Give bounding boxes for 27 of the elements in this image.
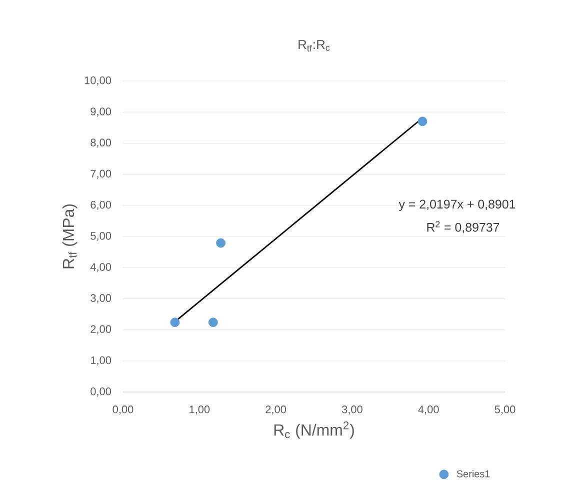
x-tick-label: 2,00 (266, 406, 286, 415)
chart-title: R$_{tf}$:R$_{c}$ (298, 40, 330, 52)
x-tick-label: 1,00 (190, 406, 210, 415)
y-tick-label: 8,00 (90, 138, 112, 148)
y-tick-label: 4,00 (90, 263, 112, 272)
y-tick-label: 10,00 (84, 76, 112, 86)
x-axis-title: R$_{c}$ (N/mm$^{2}$) (274, 421, 354, 439)
y-tick-label: 3,00 (90, 294, 112, 304)
point (418, 116, 428, 126)
annotation: R$^{2}$ = 0,89737 (427, 221, 500, 234)
x-tick-label: 5,00 (494, 406, 516, 415)
y-axis-title: R$_{tf}$ (MPa) (62, 204, 78, 268)
legend-label: Series1 (456, 470, 490, 478)
y-tick-label: 5,00 (90, 232, 112, 242)
y-tick-label: 9,00 (90, 108, 112, 117)
x-tick-label: 4,00 (418, 406, 439, 415)
y-tick-label: 0,00 (90, 387, 112, 397)
point (216, 238, 226, 248)
x-tick-label: 3,00 (342, 406, 362, 415)
y-tick-label: 6,00 (90, 200, 112, 210)
x-tick-label: 0,00 (112, 406, 134, 415)
y-tick-label: 1,00 (90, 356, 112, 366)
point (208, 318, 218, 328)
annotation: y = 2,0197x + 0,8901 (398, 200, 516, 212)
y-tick-label: 2,00 (90, 325, 112, 334)
y-tick-label: 7,00 (90, 170, 112, 179)
point (170, 318, 180, 328)
